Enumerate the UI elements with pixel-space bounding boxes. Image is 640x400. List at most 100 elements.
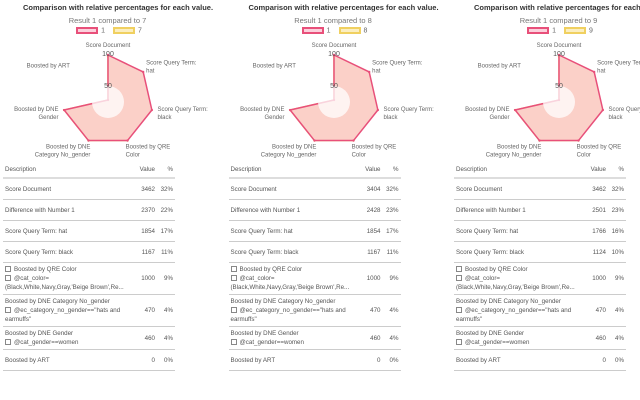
description-text: Score Document bbox=[456, 185, 503, 193]
radar-axis-label: Boosted by ART bbox=[27, 64, 71, 70]
radar-point bbox=[288, 108, 291, 112]
table-row[interactable]: Score Document 3462 32% bbox=[3, 179, 175, 200]
column-header[interactable]: Value bbox=[590, 166, 606, 173]
description-text: earmuffs" bbox=[230, 316, 257, 323]
radar-point bbox=[601, 108, 605, 112]
table-row[interactable]: Boosted by DNE Gender @cat_gender==women 4… bbox=[228, 327, 401, 350]
row-percent: 10% bbox=[611, 248, 624, 256]
copy-icon[interactable] bbox=[230, 307, 237, 314]
legend-swatch-2[interactable] bbox=[564, 27, 586, 34]
description-text: Score Query Term: black bbox=[456, 248, 524, 256]
column-header[interactable]: Value bbox=[365, 166, 381, 173]
copy-icon[interactable] bbox=[5, 275, 11, 282]
table-row[interactable]: Difference with Number 1 2428 23% bbox=[228, 200, 401, 221]
legend-label[interactable]: 1 bbox=[552, 27, 556, 35]
radar-axis-label: Boosted by QRE bbox=[351, 145, 396, 151]
description-line: Boosted by ART bbox=[5, 356, 127, 365]
chart-subtitle: Result 1 compared to 7 bbox=[68, 16, 147, 25]
row-description: Score Document bbox=[456, 185, 578, 194]
row-percent: 0% bbox=[164, 356, 173, 364]
legend-label[interactable]: 1 bbox=[101, 27, 105, 35]
table-row[interactable]: Boosted by QRE Color @cat_color= (Black,Wh… bbox=[454, 263, 626, 295]
description-text: Score Document bbox=[230, 185, 277, 193]
table-row[interactable]: Score Document 3404 32% bbox=[228, 179, 401, 200]
row-percent: 32% bbox=[386, 185, 399, 193]
column-header[interactable]: Description bbox=[230, 166, 262, 173]
table-row[interactable]: Boosted by ART 0 0% bbox=[3, 350, 175, 371]
row-percent: 4% bbox=[389, 334, 399, 342]
copy-icon[interactable] bbox=[5, 307, 11, 314]
column-header[interactable]: Description bbox=[5, 166, 36, 173]
row-value: 1000 bbox=[592, 275, 606, 282]
legend-label[interactable]: 9 bbox=[589, 27, 593, 35]
description-text: Boosted by DNE Category No_gender bbox=[230, 298, 336, 305]
radar-point bbox=[150, 108, 154, 112]
copy-icon[interactable] bbox=[5, 266, 11, 273]
column-header[interactable]: Value bbox=[139, 166, 155, 173]
table-row[interactable]: Score Query Term: black 1124 10% bbox=[454, 242, 626, 263]
copy-icon[interactable] bbox=[456, 307, 462, 314]
table-row[interactable]: Boosted by DNE Gender @cat_gender==women 4… bbox=[454, 327, 626, 350]
description-line: @cat_color= bbox=[456, 274, 578, 283]
row-percent: 11% bbox=[161, 248, 173, 256]
radar-point bbox=[376, 108, 379, 112]
row-description: Boosted by DNE Gender @cat_gender==women bbox=[5, 329, 127, 347]
table-row[interactable]: Difference with Number 1 2501 23% bbox=[454, 200, 626, 221]
copy-icon[interactable] bbox=[456, 266, 462, 273]
table-row[interactable]: Boosted by DNE Category No_gender @ec_cat… bbox=[228, 295, 401, 327]
legend-label[interactable]: 7 bbox=[138, 27, 142, 35]
column-header[interactable]: % bbox=[392, 166, 399, 173]
legend-swatch-1[interactable] bbox=[301, 27, 324, 34]
radar-axis-label: Boosted by DNE bbox=[240, 107, 284, 113]
table-row[interactable]: Boosted by ART 0 0% bbox=[228, 350, 401, 371]
row-description: Boosted by ART bbox=[5, 356, 127, 365]
table-row[interactable]: Score Document 3462 32% bbox=[454, 179, 626, 200]
description-line: Score Query Term: black bbox=[231, 248, 353, 257]
copy-icon[interactable] bbox=[230, 275, 237, 282]
column-header[interactable]: % bbox=[167, 166, 173, 173]
table-row[interactable]: Score Query Term: black 1167 11% bbox=[228, 242, 401, 263]
table-row[interactable]: Score Query Term: hat 1854 17% bbox=[228, 221, 401, 242]
copy-icon[interactable] bbox=[230, 339, 237, 346]
table-row[interactable]: Boosted by DNE Category No_gender @ec_cat… bbox=[454, 295, 626, 327]
row-value: 2501 bbox=[592, 206, 606, 214]
row-value: 470 bbox=[370, 307, 381, 314]
row-description: Boosted by ART bbox=[231, 356, 353, 365]
row-description: Boosted by QRE Color @cat_color= (Black,Wh… bbox=[5, 265, 127, 292]
table-row[interactable]: Difference with Number 1 2370 22% bbox=[3, 200, 175, 221]
row-value: 2428 bbox=[366, 206, 381, 214]
radar-axis-label: Score Document bbox=[537, 43, 582, 49]
table-row[interactable]: Score Query Term: hat 1854 17% bbox=[3, 221, 175, 242]
table-row[interactable]: Boosted by QRE Color @cat_color= (Black,Wh… bbox=[3, 263, 175, 295]
copy-icon[interactable] bbox=[5, 339, 11, 346]
legend-swatch-1[interactable] bbox=[527, 27, 550, 34]
row-description: Score Query Term: black bbox=[5, 248, 127, 257]
table-row[interactable]: Boosted by DNE Gender @cat_gender==women 4… bbox=[3, 327, 175, 350]
legend-swatch-2[interactable] bbox=[113, 27, 135, 34]
column-header[interactable]: % bbox=[618, 166, 624, 173]
copy-icon[interactable] bbox=[456, 275, 462, 282]
row-value: 1854 bbox=[366, 227, 381, 235]
comparison-panel: Comparison with relative percentages for… bbox=[226, 0, 451, 400]
description-text: Boosted by DNE Gender bbox=[230, 330, 299, 337]
table-row[interactable]: Boosted by QRE Color @cat_color= (Black,Wh… bbox=[228, 263, 401, 295]
row-description: Boosted by DNE Category No_gender @ec_cat… bbox=[230, 297, 353, 324]
table-row[interactable]: Score Query Term: black 1167 11% bbox=[3, 242, 175, 263]
radar-point bbox=[106, 53, 110, 57]
legend-swatch-2[interactable] bbox=[338, 27, 361, 34]
copy-icon[interactable] bbox=[230, 266, 237, 273]
legend-label[interactable]: 1 bbox=[326, 27, 331, 35]
table-row[interactable]: Boosted by ART 0 0% bbox=[454, 350, 626, 371]
column-header[interactable]: Description bbox=[456, 166, 487, 173]
copy-icon[interactable] bbox=[456, 339, 462, 346]
table-row[interactable]: Boosted by DNE Category No_gender @ec_cat… bbox=[3, 295, 175, 327]
legend-label[interactable]: 8 bbox=[363, 27, 368, 35]
description-text: Score Document bbox=[5, 185, 52, 193]
legend-swatch-1[interactable] bbox=[76, 27, 99, 34]
description-text: @cat_color= bbox=[465, 275, 501, 282]
radar-axis-label: Boosted by QRE bbox=[577, 145, 622, 151]
table-row[interactable]: Score Query Term: hat 1766 16% bbox=[454, 221, 626, 242]
radar-axis-label: hat bbox=[372, 69, 381, 75]
description-line: Boosted by DNE Gender bbox=[5, 329, 127, 338]
